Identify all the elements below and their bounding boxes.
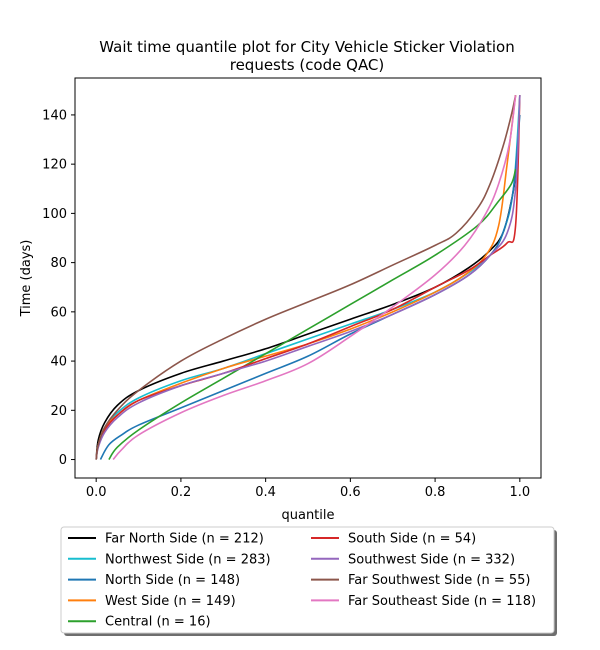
legend-label: Far Southwest Side (n = 55) bbox=[348, 573, 530, 588]
plot-frame bbox=[74, 77, 542, 479]
series-line-8 bbox=[95, 95, 517, 460]
y-tick-label: 40 bbox=[50, 355, 67, 370]
y-axis-label: Time (days) bbox=[19, 240, 34, 318]
series-line-1 bbox=[95, 164, 519, 460]
plot-lines bbox=[95, 95, 521, 461]
y-tick-label: 60 bbox=[50, 305, 67, 320]
y-tick-label: 140 bbox=[42, 108, 67, 123]
legend-entry: Central (n = 16) bbox=[68, 615, 211, 630]
legend-label: South Side (n = 54) bbox=[348, 532, 476, 547]
legend-box bbox=[60, 526, 555, 634]
x-axis-label: quantile bbox=[281, 508, 334, 523]
y-axis-ticks: 0 20 40 60 80 100 120 140 bbox=[42, 108, 75, 468]
series-line-9 bbox=[112, 95, 517, 461]
legend-entry: South Side (n = 54) bbox=[311, 532, 476, 547]
chart-title-line-2: requests (code QAC) bbox=[230, 56, 385, 74]
legend-entry: Southwest Side (n = 332) bbox=[311, 552, 515, 567]
y-tick-label: 120 bbox=[42, 158, 67, 173]
series-line-5 bbox=[108, 168, 517, 460]
y-tick-label: 80 bbox=[50, 256, 67, 271]
legend-entry: Far North Side (n = 212) bbox=[68, 532, 264, 547]
legend-label: North Side (n = 148) bbox=[105, 573, 240, 588]
y-tick-label: 20 bbox=[50, 404, 67, 419]
legend-label: Southwest Side (n = 332) bbox=[348, 552, 515, 567]
legend-label: Far Southeast Side (n = 118) bbox=[348, 594, 536, 609]
y-tick-label: 100 bbox=[42, 207, 67, 222]
legend-label: Northwest Side (n = 283) bbox=[105, 552, 271, 567]
x-tick-label: 0.8 bbox=[425, 485, 446, 500]
legend-label: Far North Side (n = 212) bbox=[105, 532, 264, 547]
x-axis-ticks: 0.0 0.2 0.4 0.6 0.8 1.0 bbox=[86, 478, 530, 500]
legend-entry: West Side (n = 149) bbox=[68, 594, 236, 609]
x-tick-label: 0.2 bbox=[171, 485, 192, 500]
legend-entry: Far Southwest Side (n = 55) bbox=[311, 573, 530, 588]
legend-label: West Side (n = 149) bbox=[105, 594, 236, 609]
x-tick-label: 0.6 bbox=[340, 485, 361, 500]
series-line-7 bbox=[95, 95, 521, 460]
legend-label: Central (n = 16) bbox=[105, 615, 211, 630]
chart-title-line-1: Wait time quantile plot for City Vehicle… bbox=[99, 38, 514, 56]
legend-items: Far North Side (n = 212) Northwest Side (… bbox=[68, 532, 536, 630]
x-tick-label: 1.0 bbox=[509, 485, 530, 500]
series-line-3 bbox=[99, 114, 521, 460]
legend-entry: Northwest Side (n = 283) bbox=[68, 552, 271, 567]
legend-entry: North Side (n = 148) bbox=[68, 573, 240, 588]
series-line-6 bbox=[95, 95, 521, 460]
x-tick-label: 0.4 bbox=[255, 485, 276, 500]
y-tick-label: 0 bbox=[59, 453, 67, 468]
legend: Far North Side (n = 212) Northwest Side (… bbox=[60, 526, 557, 636]
legend-entry: Far Southeast Side (n = 118) bbox=[311, 594, 536, 609]
x-tick-label: 0.0 bbox=[86, 485, 107, 500]
